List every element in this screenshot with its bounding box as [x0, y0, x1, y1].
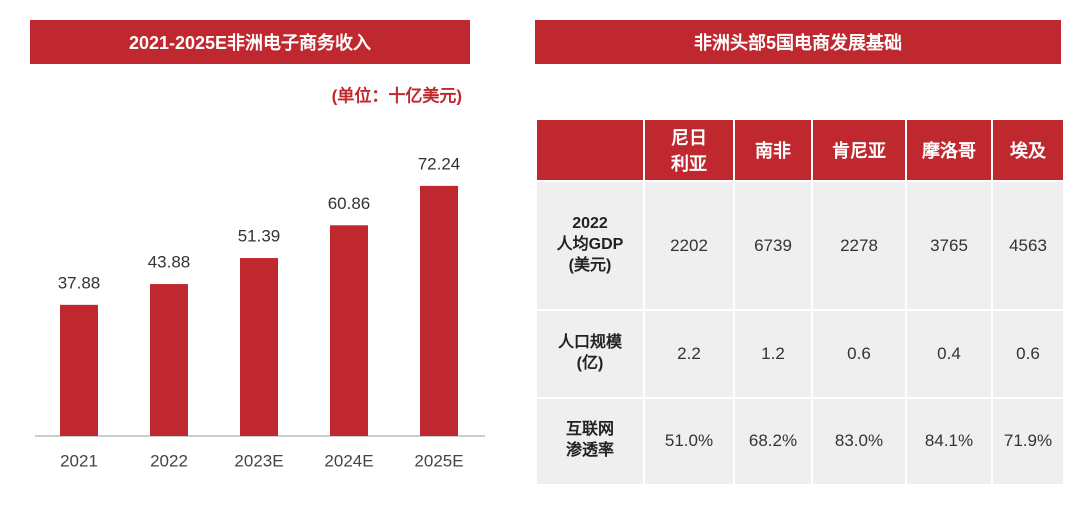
table-cell: 71.9%	[991, 396, 1065, 487]
value-label: 72.24	[418, 154, 461, 173]
corner-cell	[535, 118, 645, 182]
bar	[150, 284, 188, 436]
table-cell: 2278	[811, 179, 907, 312]
bar	[240, 258, 278, 436]
table-row: 2022 人均GDP (美元) 2202 6739 2278 3765 4563	[535, 179, 1065, 312]
table: 尼日 利亚 南非 肯尼亚 摩洛哥 埃及 2022 人均GDP (美元) 2202 6739 22…	[535, 118, 1065, 487]
table-row: 人口规模 (亿) 2.2 1.2 0.6 0.4 0.6	[535, 309, 1065, 399]
bar	[60, 304, 98, 436]
bar	[330, 225, 368, 436]
value-label: 60.86	[328, 194, 371, 213]
table-cell: 0.4	[905, 309, 993, 399]
unit-label: (单位：十亿美元)	[332, 85, 462, 105]
value-label: 43.88	[148, 253, 191, 272]
x-tick-label: 2025E	[414, 451, 463, 470]
column-header: 肯尼亚	[811, 118, 907, 182]
value-label: 51.39	[238, 227, 281, 246]
table-cell: 84.1%	[905, 396, 993, 487]
x-tick-label: 2024E	[324, 451, 373, 470]
column-header: 尼日 利亚	[643, 118, 735, 182]
x-tick-label: 2023E	[234, 451, 283, 470]
table-cell: 0.6	[991, 309, 1065, 399]
table-cell: 1.2	[733, 309, 813, 399]
column-header: 埃及	[991, 118, 1065, 182]
table-cell: 51.0%	[643, 396, 735, 487]
header-row: 尼日 利亚 南非 肯尼亚 摩洛哥 埃及	[535, 118, 1065, 182]
table-cell: 2.2	[643, 309, 735, 399]
row-label: 2022 人均GDP (美元)	[535, 179, 645, 312]
table-cell: 2202	[643, 179, 735, 312]
table-cell: 3765	[905, 179, 993, 312]
column-header: 南非	[733, 118, 813, 182]
x-tick-label: 2022	[150, 451, 188, 470]
bar	[420, 185, 458, 436]
chart: (单位：十亿美元) 2021 37.88 2022 43.88 2023E 51.39 202…	[35, 85, 485, 470]
value-label: 37.88	[58, 273, 101, 292]
x-tick-label: 2021	[60, 451, 98, 470]
table-cell: 6739	[733, 179, 813, 312]
table-cell: 0.6	[811, 309, 907, 399]
column-header: 摩洛哥	[905, 118, 993, 182]
table-cell: 68.2%	[733, 396, 813, 487]
row-label: 人口规模 (亿)	[535, 309, 645, 399]
table-row: 互联网 渗透率 51.0% 68.2% 83.0% 84.1% 71.9%	[535, 396, 1065, 487]
table-cell: 83.0%	[811, 396, 907, 487]
row-label: 互联网 渗透率	[535, 396, 645, 487]
table-title: 非洲头部5国电商发展基础	[535, 20, 1061, 64]
chart-title: 2021-2025E非洲电子商务收入	[30, 20, 470, 64]
table-cell: 4563	[991, 179, 1065, 312]
